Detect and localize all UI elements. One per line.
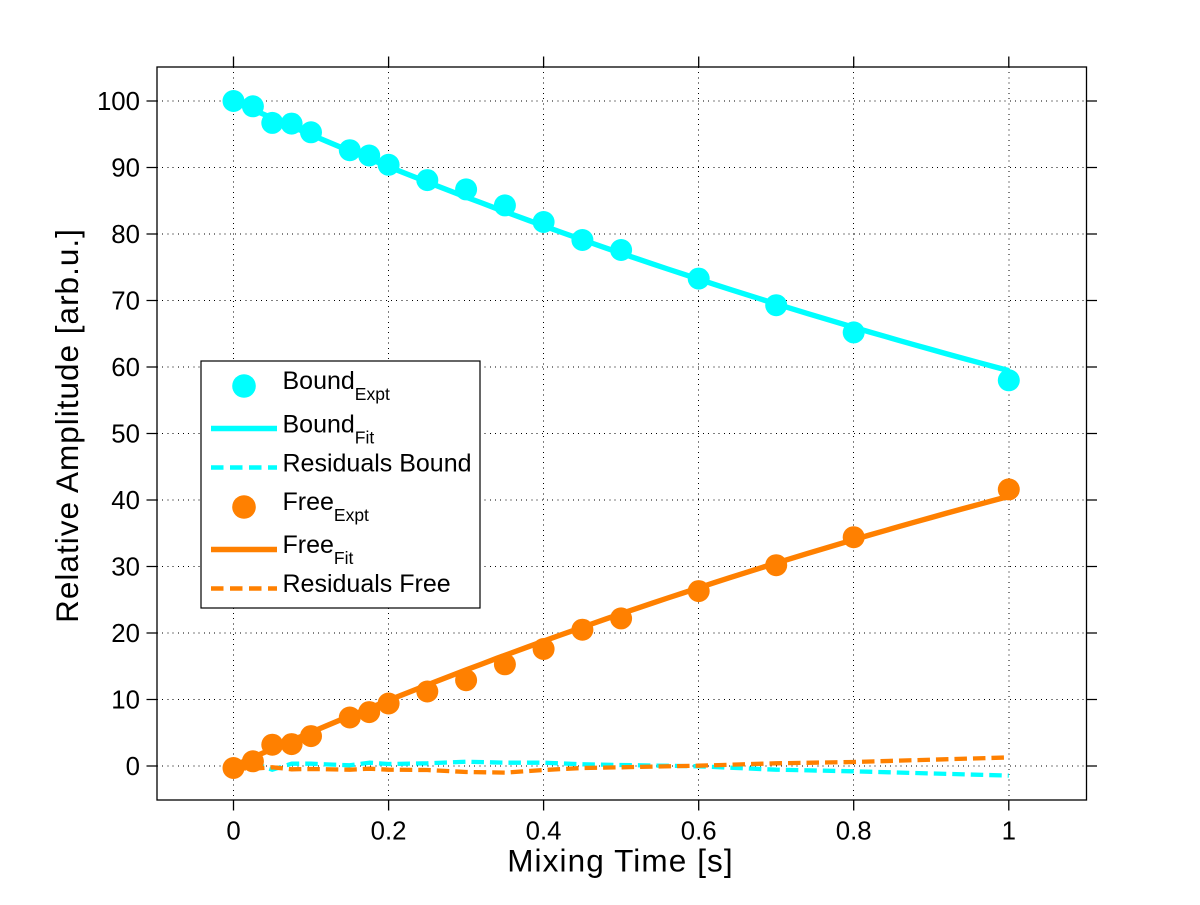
svg-text:0.6: 0.6 <box>681 817 717 845</box>
svg-text:40: 40 <box>111 487 140 515</box>
svg-text:0.4: 0.4 <box>526 817 562 845</box>
svg-text:80: 80 <box>111 221 140 249</box>
svg-text:Residuals Free: Residuals Free <box>283 570 451 598</box>
svg-text:0: 0 <box>226 817 240 845</box>
svg-text:100: 100 <box>97 88 140 116</box>
svg-text:1: 1 <box>1002 817 1016 845</box>
svg-text:Mixing Time [s]: Mixing Time [s] <box>507 843 734 879</box>
svg-text:70: 70 <box>111 288 140 316</box>
svg-text:0: 0 <box>126 753 140 781</box>
svg-text:10: 10 <box>111 687 140 715</box>
svg-text:0.2: 0.2 <box>371 817 407 845</box>
svg-text:60: 60 <box>111 354 140 382</box>
svg-text:50: 50 <box>111 421 140 449</box>
svg-text:30: 30 <box>111 554 140 582</box>
svg-text:20: 20 <box>111 620 140 648</box>
svg-text:90: 90 <box>111 155 140 183</box>
svg-text:Relative Amplitude [arb.u.]: Relative Amplitude [arb.u.] <box>49 228 85 623</box>
svg-text:Residuals Bound: Residuals Bound <box>283 450 472 478</box>
svg-text:0.8: 0.8 <box>836 817 872 845</box>
